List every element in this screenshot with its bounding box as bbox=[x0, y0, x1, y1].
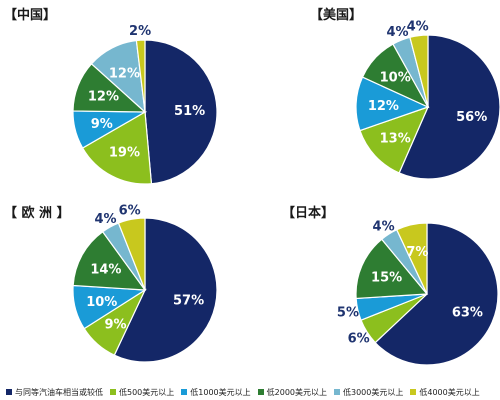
pie-china: 51% 19% 9% 12% 12% 2% bbox=[72, 24, 218, 185]
legend: 与同等汽油车相当或较低 低500美元以上 低1000美元以上 低2000美元以上… bbox=[6, 385, 496, 399]
pie-data-label: 15% bbox=[371, 271, 402, 286]
pie-data-label: 4% bbox=[407, 20, 429, 35]
pie-slice bbox=[355, 238, 429, 300]
pie-slice bbox=[398, 34, 500, 180]
legend-swatch bbox=[257, 389, 264, 395]
legend-label: 低2000美元以上 bbox=[266, 387, 327, 397]
legend-item: 低4000美元以上 bbox=[410, 387, 480, 398]
legend-label: 低4000美元以上 bbox=[419, 387, 480, 397]
pie-data-label: 5% bbox=[337, 306, 359, 321]
pie-title-usa: 【美国】 bbox=[310, 8, 363, 23]
pie-europe: 57% 9% 10% 14% 4%6% bbox=[72, 203, 218, 363]
pie-data-label: 13% bbox=[380, 131, 411, 146]
pie-data-label: 56% bbox=[456, 110, 487, 125]
legend-label: 低1000美元以上 bbox=[190, 387, 251, 397]
pie-data-label: 10% bbox=[380, 71, 411, 86]
pie-data-label: 4% bbox=[386, 25, 408, 40]
pie-japan: 63% 6% 5% 15% 4% 7% bbox=[337, 220, 499, 366]
legend-label: 低3000美元以上 bbox=[343, 387, 404, 397]
pie-title-china: 【中国】 bbox=[4, 8, 57, 23]
pie-data-label: 9% bbox=[104, 317, 126, 332]
pie-data-label: 10% bbox=[86, 295, 117, 310]
pie-data-label: 6% bbox=[348, 331, 370, 346]
pie-data-label: 4% bbox=[373, 220, 395, 235]
pie-data-label: 7% bbox=[406, 245, 428, 260]
pie-data-label: 51% bbox=[174, 104, 205, 119]
legend-swatch bbox=[410, 389, 417, 395]
pie-slice bbox=[135, 39, 146, 113]
pie-slice bbox=[409, 34, 429, 108]
pie-slice bbox=[144, 39, 218, 185]
legend-item: 低2000美元以上 bbox=[257, 387, 327, 398]
pie-slice bbox=[81, 111, 153, 185]
pie-data-label: 19% bbox=[109, 146, 140, 161]
pie-data-label: 57% bbox=[173, 294, 204, 309]
legend-item: 低500美元以上 bbox=[110, 387, 174, 398]
pie-charts: 51%19%9%12%12%2%56%13%12%10%4%4%57%9%10%… bbox=[72, 20, 500, 366]
pie-data-label: 63% bbox=[452, 305, 483, 320]
legend-item: 与同等汽油车相当或较低 bbox=[6, 387, 103, 398]
pie-data-label: 6% bbox=[119, 203, 141, 218]
legend-swatch bbox=[110, 389, 116, 395]
legend-label: 与同等汽油车相当或较低 bbox=[15, 387, 103, 397]
pie-slice bbox=[395, 222, 428, 295]
legend-item: 低1000美元以上 bbox=[181, 387, 251, 398]
pie-slice bbox=[374, 222, 499, 366]
legend-item: 低3000美元以上 bbox=[334, 387, 403, 398]
pie-data-label: 9% bbox=[91, 117, 113, 132]
legend-swatch bbox=[334, 389, 340, 395]
pie-data-label: 4% bbox=[94, 212, 116, 227]
legend-swatch bbox=[6, 389, 12, 395]
legend-label: 低500美元以上 bbox=[119, 387, 175, 397]
pie-title-japan: 【日本】 bbox=[282, 206, 335, 221]
pie-data-label: 12% bbox=[109, 66, 140, 81]
pie-usa: 56% 13% 12% 10% 4%4% bbox=[355, 20, 500, 180]
legend-swatch bbox=[181, 389, 188, 395]
pie-title-europe: 【 欧 洲 】 bbox=[4, 206, 70, 221]
pie-slice bbox=[359, 105, 430, 174]
pie-slice bbox=[113, 217, 218, 363]
pie-data-label: 2% bbox=[129, 24, 151, 39]
pie-data-label: 14% bbox=[90, 262, 121, 277]
pie-data-label: 12% bbox=[368, 99, 399, 114]
pie-slice bbox=[72, 230, 147, 291]
pie-slice bbox=[117, 217, 146, 291]
pie-data-label: 12% bbox=[88, 90, 119, 105]
